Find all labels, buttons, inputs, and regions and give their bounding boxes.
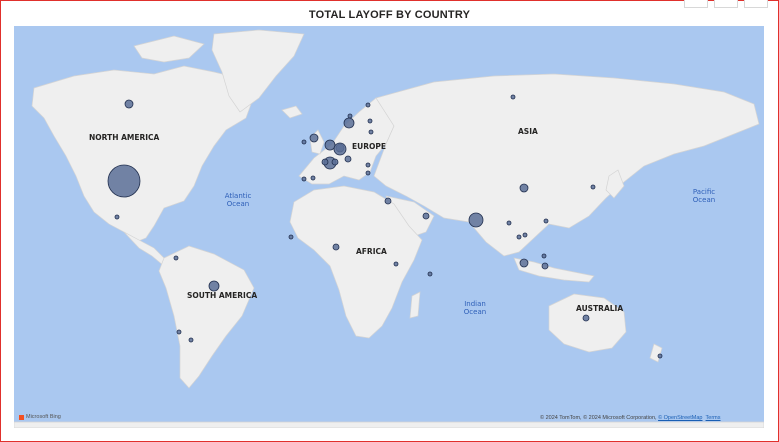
country-bubble[interactable] <box>124 99 134 109</box>
label-north-america: NORTH AMERICA <box>89 133 160 142</box>
country-bubble[interactable] <box>365 102 371 108</box>
greenland-land <box>211 29 305 113</box>
country-bubble[interactable] <box>301 176 307 182</box>
country-bubble[interactable] <box>332 243 340 251</box>
landmasses <box>14 29 764 428</box>
country-bubble[interactable] <box>590 184 596 190</box>
country-bubble[interactable] <box>288 234 294 240</box>
country-bubble[interactable] <box>519 183 529 193</box>
map-attribution: © 2024 TomTom, © 2024 Microsoft Corporat… <box>540 415 721 421</box>
country-bubble[interactable] <box>344 155 352 163</box>
country-bubble[interactable] <box>176 329 182 335</box>
iceland-land <box>281 105 303 119</box>
japan-land <box>605 169 625 199</box>
country-bubble[interactable] <box>519 258 529 268</box>
country-bubble[interactable] <box>427 271 433 277</box>
map-svg[interactable]: NORTH AMERICA EUROPE ASIA AFRICA SOUTH A… <box>14 26 764 428</box>
country-bubble[interactable] <box>321 158 329 166</box>
australia-land <box>548 293 627 353</box>
country-bubble[interactable] <box>367 118 373 124</box>
country-bubble[interactable] <box>541 262 549 270</box>
label-atlantic-ocean: Atlantic Ocean <box>225 192 252 208</box>
country-bubble[interactable] <box>331 158 339 166</box>
bing-logo-icon <box>19 414 24 420</box>
country-bubble[interactable] <box>582 314 590 322</box>
north-america-land <box>31 65 255 243</box>
label-asia: ASIA <box>518 127 538 136</box>
country-bubble[interactable] <box>301 139 307 145</box>
label-australia: AUSTRALIA <box>576 304 623 313</box>
terms-link[interactable]: Terms <box>705 415 721 421</box>
country-bubble[interactable] <box>107 164 141 198</box>
new-zealand-land <box>649 343 663 363</box>
country-bubble[interactable] <box>208 280 220 292</box>
country-bubble[interactable] <box>510 94 516 100</box>
country-bubble[interactable] <box>188 337 194 343</box>
madagascar-land <box>409 291 421 319</box>
country-bubble[interactable] <box>324 139 336 151</box>
antarctica-land <box>14 421 764 428</box>
country-bubble[interactable] <box>522 232 528 238</box>
continent-labels: NORTH AMERICA EUROPE ASIA AFRICA SOUTH A… <box>89 127 623 313</box>
country-bubble[interactable] <box>309 133 319 143</box>
uk-land <box>309 129 325 155</box>
asia-land <box>373 73 760 257</box>
label-south-america: SOUTH AMERICA <box>187 291 257 300</box>
bing-logo-text: Microsoft Bing <box>26 414 61 420</box>
label-pacific-ocean: Pacific Ocean <box>693 188 715 204</box>
filter-icon[interactable] <box>684 0 708 8</box>
africa-land <box>289 185 423 339</box>
country-bubble[interactable] <box>365 162 371 168</box>
bing-logo: Microsoft Bing <box>19 414 61 420</box>
country-bubble[interactable] <box>365 170 371 176</box>
ocean-labels: Atlantic Ocean Pacific Ocean Indian Ocean <box>225 188 716 316</box>
bubble-layer <box>107 94 663 359</box>
visual-header-icons <box>684 0 779 8</box>
country-bubble[interactable] <box>468 212 484 228</box>
country-bubble[interactable] <box>173 255 179 261</box>
label-europe: EUROPE <box>352 142 386 151</box>
map-canvas[interactable]: NORTH AMERICA EUROPE ASIA AFRICA SOUTH A… <box>14 26 764 428</box>
country-bubble[interactable] <box>657 353 663 359</box>
attribution-text: © 2024 TomTom, © 2024 Microsoft Corporat… <box>540 415 657 421</box>
more-options-icon[interactable] <box>744 0 768 8</box>
country-bubble[interactable] <box>422 212 430 220</box>
south-america-land <box>158 245 255 389</box>
visual-title: TOTAL LAYOFF BY COUNTRY <box>308 9 471 21</box>
country-bubble[interactable] <box>393 261 399 267</box>
country-bubble[interactable] <box>333 142 347 156</box>
country-bubble[interactable] <box>347 113 353 119</box>
country-bubble[interactable] <box>343 117 355 129</box>
arctic-islands-land <box>133 35 205 63</box>
country-bubble[interactable] <box>506 220 512 226</box>
focus-mode-icon[interactable] <box>714 0 738 8</box>
country-bubble[interactable] <box>516 234 522 240</box>
country-bubble[interactable] <box>541 253 547 259</box>
country-bubble[interactable] <box>368 129 374 135</box>
country-bubble[interactable] <box>310 175 316 181</box>
openstreetmap-link[interactable]: © OpenStreetMap <box>658 415 703 421</box>
label-africa: AFRICA <box>356 247 387 256</box>
country-bubble[interactable] <box>543 218 549 224</box>
country-bubble[interactable] <box>384 197 392 205</box>
label-indian-ocean: Indian Ocean <box>464 300 486 316</box>
country-bubble[interactable] <box>114 214 120 220</box>
